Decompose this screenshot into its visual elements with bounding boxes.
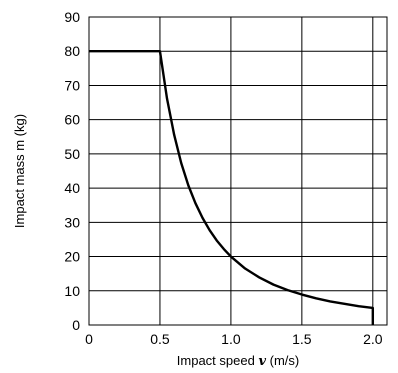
x-tick-label: 1.5 — [292, 331, 312, 347]
x-axis-label-variable: v — [258, 354, 266, 369]
x-tick-label: 1.0 — [221, 331, 241, 347]
x-axis-label: Impact speed v (m/s) — [177, 353, 299, 369]
y-tick-label: 60 — [64, 112, 80, 128]
y-tick-label: 90 — [64, 9, 80, 25]
y-tick-label: 20 — [64, 249, 80, 265]
y-tick-label: 70 — [64, 77, 80, 93]
y-tick-label: 40 — [64, 180, 80, 196]
y-tick-label: 10 — [64, 283, 80, 299]
y-tick-label: 80 — [64, 43, 80, 59]
x-tick-label: 0 — [85, 331, 93, 347]
x-tick-label: 0.5 — [150, 331, 170, 347]
grid-lines — [88, 16, 387, 326]
plot-frame — [88, 16, 388, 326]
x-axis-label-prefix: Impact speed — [177, 353, 259, 368]
y-axis-label: Impact mass m (kg) — [12, 114, 27, 228]
y-tick-label: 30 — [64, 214, 80, 230]
x-tick-labels: 0 0.5 1.0 1.5 2.0 — [85, 331, 383, 347]
y-tick-label: 0 — [72, 317, 80, 333]
y-tick-label: 50 — [64, 146, 80, 162]
y-tick-labels: 0 10 20 30 40 50 60 70 80 90 — [64, 9, 80, 333]
data-series — [89, 50, 375, 325]
x-tick-label: 2.0 — [363, 331, 383, 347]
x-axis-label-suffix: (m/s) — [266, 353, 299, 368]
series-line — [89, 50, 375, 325]
